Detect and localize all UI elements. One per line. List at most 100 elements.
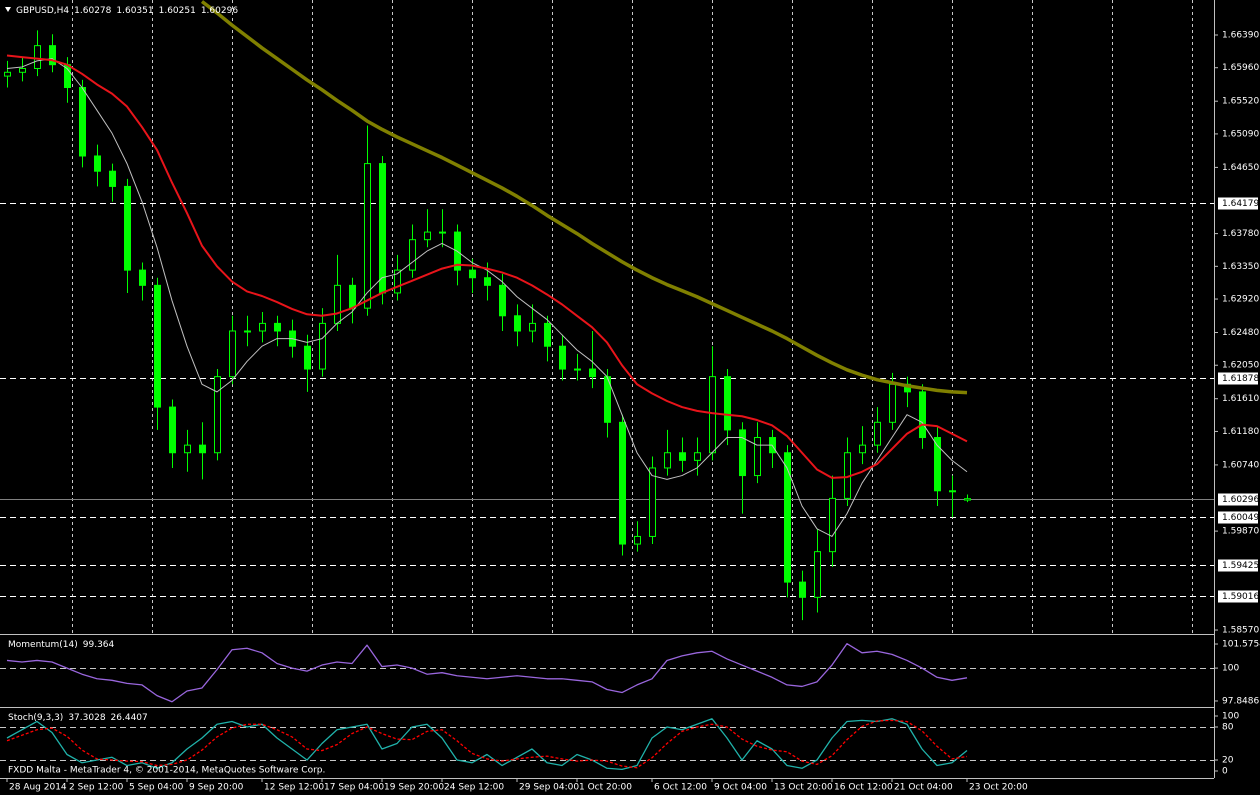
copyright: FXDD Malta - MetaTrader 4, © 2001-2014, …: [8, 766, 325, 776]
x-tick-label: 5 Sep 04:00: [129, 783, 184, 793]
symbol-title: GBPUSD,H4: [16, 6, 69, 16]
candle-body: [424, 231, 431, 241]
x-tick-label: 12 Sep 12:00: [264, 783, 324, 793]
level-label: 1.60049: [1222, 513, 1259, 523]
candle-body: [184, 444, 191, 454]
x-tick-label: 21 Oct 04:00: [894, 783, 953, 793]
candle-body: [679, 452, 686, 461]
candle-body: [439, 231, 446, 234]
x-tick-label: 28 Aug 2014: [9, 783, 67, 793]
candle-body: [469, 269, 476, 279]
candle-body: [889, 383, 896, 423]
level-label: 1.61878: [1222, 374, 1259, 384]
current-price-box: [1218, 493, 1258, 506]
candle-body: [919, 391, 926, 439]
candle-body: [784, 452, 791, 583]
candle-body: [379, 163, 386, 294]
y-tick-label: 1.64650: [1222, 163, 1259, 173]
y-tick-label: 1.65960: [1222, 63, 1259, 73]
candle-body: [124, 185, 131, 271]
y-tick-label: 1.62920: [1222, 295, 1259, 305]
indicator-line: [6, 54, 968, 479]
candle-body: [274, 322, 281, 332]
candle-body: [79, 87, 86, 157]
candle-body: [139, 269, 146, 286]
candle-body: [739, 429, 746, 477]
candle-body: [649, 467, 656, 537]
level-label: 1.59425: [1222, 561, 1259, 571]
y-tick-label: 20: [1222, 756, 1234, 766]
candle-body: [34, 45, 41, 69]
stoch-header: Stoch(9,3,3) 37.3028 26.4407: [8, 713, 148, 723]
current-price-label: 1.60296: [1222, 495, 1259, 505]
x-tick-label: 23 Oct 20:00: [969, 783, 1028, 793]
candle-body: [64, 64, 71, 89]
candle-body: [619, 421, 626, 545]
candle-body: [634, 535, 641, 545]
candle-body: [934, 437, 941, 492]
candle-body: [529, 322, 536, 332]
y-tick-label: 1.62050: [1222, 361, 1259, 371]
candle-body: [349, 284, 356, 309]
candle-body: [559, 345, 566, 370]
y-tick-label: 1.62480: [1222, 328, 1259, 338]
indicator-line: [6, 58, 968, 537]
indicator-value: 37.3028: [68, 713, 105, 723]
candle-body: [364, 163, 371, 309]
x-tick-label: 6 Oct 12:00: [654, 783, 707, 793]
level-label-box: [1218, 590, 1258, 603]
candle-body: [544, 322, 551, 347]
candle-body: [334, 284, 341, 324]
candle-body: [799, 581, 806, 598]
level-label: 1.59016: [1222, 592, 1259, 602]
x-tick-label: 9 Oct 04:00: [714, 783, 767, 793]
y-tick-label: 1.63780: [1222, 229, 1259, 239]
indicator-value: 26.4407: [111, 713, 148, 723]
level-label-box: [1218, 559, 1258, 572]
candle-body: [499, 284, 506, 317]
candle-body: [949, 490, 956, 493]
level-label-box: [1218, 511, 1258, 524]
candle-body: [244, 330, 251, 333]
candle-body: [4, 71, 11, 77]
text-layer: GBPUSD,H4 1.60278 1.60351 1.60251 1.60296 Mo…: [8, 6, 1260, 793]
candle-body: [169, 406, 176, 454]
candle-body: [394, 269, 401, 294]
candle-body: [109, 170, 116, 187]
candle-body: [229, 330, 236, 378]
y-tick-label: 1.58570: [1222, 626, 1259, 636]
last-open: 1.60278: [74, 6, 111, 16]
candle-body: [199, 444, 206, 454]
y-tick-label: 1.60740: [1222, 460, 1259, 470]
level-label: 1.64179: [1222, 199, 1259, 209]
x-tick-label: 16 Oct 12:00: [834, 783, 893, 793]
candle-body: [859, 444, 866, 454]
y-tick-label: 80: [1222, 722, 1234, 732]
y-tick-label: 100: [1222, 664, 1239, 674]
last-close: 1.60296: [201, 6, 238, 16]
indicator-line: [200, 0, 968, 395]
y-tick-label: 1.66390: [1222, 31, 1259, 41]
x-tick-label: 1 Oct 20:00: [579, 783, 632, 793]
last-low: 1.60251: [159, 6, 196, 16]
x-tick-label: 24 Sep 12:00: [444, 783, 504, 793]
candle-body: [754, 437, 761, 477]
candle-body: [664, 452, 671, 469]
candle-body: [709, 376, 716, 454]
candle-body: [259, 322, 266, 332]
menu-arrow[interactable]: [5, 7, 11, 12]
candle-body: [319, 322, 326, 370]
symbol-header: GBPUSD,H4 1.60278 1.60351 1.60251 1.60296: [16, 6, 238, 16]
y-tick-label: 1.65520: [1222, 97, 1259, 107]
x-tick-label: 29 Sep 04:00: [519, 783, 579, 793]
x-tick-label: 9 Sep 20:00: [189, 783, 244, 793]
x-tick-label: 19 Sep 20:00: [384, 783, 444, 793]
frame-layer: [0, 0, 1215, 779]
marks-layer: [4, 0, 971, 771]
indicator-line: [6, 642, 968, 703]
x-tick-label: 17 Sep 04:00: [324, 783, 384, 793]
indicator-value: 99.364: [83, 640, 115, 650]
y-tick-label: 1.59870: [1222, 527, 1259, 537]
y-tick-label: 100: [1222, 711, 1239, 721]
